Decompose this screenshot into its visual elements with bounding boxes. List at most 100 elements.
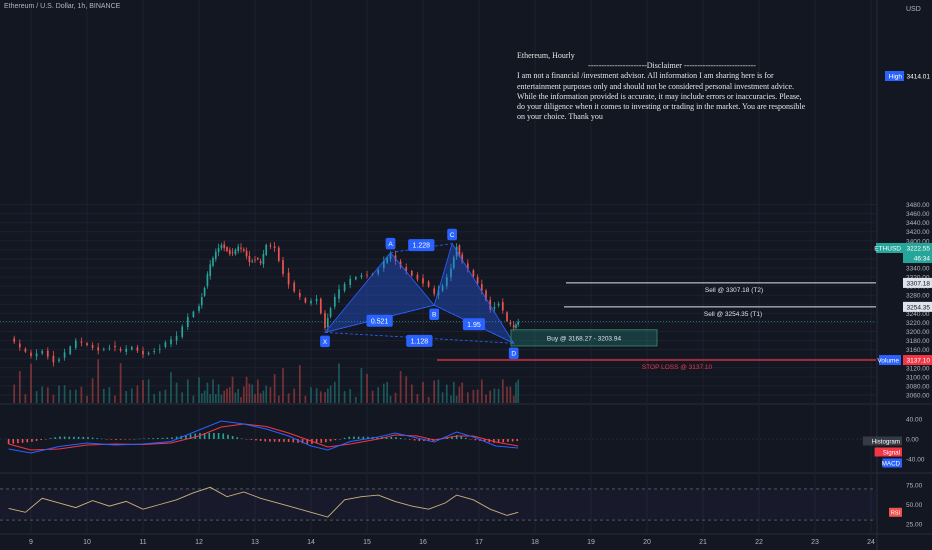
harmonic-pattern[interactable]: X A B C D 0.521 1.228 1.95 1.128 (320, 228, 519, 360)
high-price-badge[interactable]: 3414.01 (907, 74, 931, 81)
candle-body[interactable] (198, 306, 200, 312)
candle-body[interactable] (52, 355, 55, 363)
candle-body[interactable] (493, 306, 496, 309)
candle-body[interactable] (422, 278, 424, 284)
candle-body[interactable] (282, 260, 284, 274)
candle-body[interactable] (13, 338, 16, 342)
candle-body[interactable] (354, 277, 357, 280)
candle-body[interactable] (231, 252, 234, 253)
trade-levels[interactable]: Sell @ 3307.18 (T2) Sell @ 3254.35 (T1) Bu… (0, 282, 876, 371)
candle-body[interactable] (212, 258, 214, 266)
candle-body[interactable] (254, 259, 256, 261)
buy-zone[interactable] (510, 329, 658, 347)
candle-body[interactable] (389, 254, 392, 259)
candle-body[interactable] (164, 342, 167, 347)
candle-body[interactable] (377, 269, 380, 274)
candle-body[interactable] (416, 274, 419, 280)
candle-body[interactable] (248, 256, 251, 263)
candle-body[interactable] (329, 308, 332, 317)
candle-body[interactable] (203, 287, 206, 296)
candle-body[interactable] (175, 336, 178, 341)
candle-body[interactable] (214, 251, 217, 259)
candle-body[interactable] (136, 347, 139, 351)
last-price-badge[interactable]: 3222.55 (907, 246, 931, 253)
candle-body[interactable] (319, 298, 322, 314)
rsi-pane[interactable] (0, 486, 876, 521)
candle-body[interactable] (181, 326, 184, 337)
candle-body[interactable] (259, 261, 262, 264)
candle-body[interactable] (304, 298, 307, 303)
candle-body[interactable] (186, 316, 189, 327)
pattern-ratio-ac[interactable]: 1.228 (413, 243, 431, 250)
candle-body[interactable] (382, 260, 385, 269)
candle-body[interactable] (209, 264, 212, 276)
candle-body[interactable] (265, 244, 268, 255)
sell-t2-label[interactable]: Sell @ 3307.18 (T2) (705, 287, 763, 294)
candle-body[interactable] (226, 247, 228, 252)
candle-body[interactable] (287, 272, 290, 285)
candle-body[interactable] (234, 249, 237, 255)
candle-body[interactable] (433, 288, 436, 294)
stop-price-badge[interactable]: 3137.10 (907, 358, 931, 365)
candle-body[interactable] (74, 340, 77, 348)
candle-body[interactable] (472, 270, 475, 277)
candle-body[interactable] (46, 350, 49, 357)
candle-body[interactable] (455, 246, 458, 257)
candle-body[interactable] (512, 325, 515, 328)
pattern-ratio-xd[interactable]: 1.128 (411, 338, 429, 345)
candle-body[interactable] (153, 351, 156, 352)
candle-body[interactable] (245, 250, 248, 257)
sell-t1-label[interactable]: Sell @ 3254.35 (T1) (704, 311, 762, 318)
candle-body[interactable] (80, 341, 83, 343)
candle-body[interactable] (366, 274, 368, 276)
candle-body[interactable] (63, 352, 66, 358)
symbol-badge[interactable]: ETHUSD (874, 246, 901, 253)
candle-body[interactable] (310, 300, 312, 304)
candle-body[interactable] (41, 351, 44, 354)
candle-body[interactable] (108, 347, 111, 349)
candle-body[interactable] (506, 312, 508, 322)
candle-body[interactable] (220, 244, 223, 249)
candle-body[interactable] (192, 311, 195, 317)
candle-body[interactable] (200, 297, 203, 306)
t2-price-badge[interactable]: 3307.18 (907, 280, 931, 287)
candle-body[interactable] (30, 352, 32, 356)
candle-body[interactable] (349, 278, 352, 286)
countdown-badge[interactable]: 46:34 (914, 256, 931, 263)
candle-body[interactable] (256, 258, 259, 260)
macd-line[interactable] (8, 420, 519, 454)
candle-body[interactable] (147, 352, 150, 355)
candle-body[interactable] (476, 277, 479, 284)
candle-body[interactable] (69, 346, 72, 355)
macd-signal-badge[interactable]: Signal (883, 449, 900, 456)
candle-body[interactable] (273, 246, 276, 249)
candle-body[interactable] (240, 247, 242, 249)
candle-body[interactable] (517, 321, 520, 325)
pattern-point-c[interactable]: C (450, 232, 455, 239)
candle-body[interactable] (466, 263, 469, 269)
candle-body[interactable] (119, 348, 122, 351)
candle-body[interactable] (158, 348, 161, 350)
stop-loss-label[interactable]: STOP LOSS @ 3137.10 (642, 364, 713, 371)
high-label-badge[interactable]: High (889, 74, 903, 81)
candle-body[interactable] (315, 298, 318, 302)
candle-body[interactable] (437, 289, 440, 296)
candle-body[interactable] (142, 350, 144, 355)
candle-body[interactable] (394, 255, 397, 261)
volume-label-badge[interactable]: Volume (877, 358, 899, 365)
candle-body[interactable] (461, 254, 464, 262)
t1-price-badge[interactable]: 3254.35 (907, 304, 931, 311)
rsi-line[interactable] (8, 486, 519, 518)
candle-body[interactable] (102, 349, 105, 350)
candle-body[interactable] (206, 274, 209, 287)
candle-body[interactable] (86, 343, 88, 346)
candle-body[interactable] (130, 346, 133, 350)
candle-body[interactable] (458, 245, 461, 257)
candle-body[interactable] (114, 346, 116, 348)
candle-body[interactable] (125, 348, 128, 352)
candle-body[interactable] (452, 257, 455, 269)
macd-badge[interactable]: MACD (882, 460, 901, 467)
candle-body[interactable] (262, 253, 265, 265)
candle-body[interactable] (237, 246, 240, 252)
